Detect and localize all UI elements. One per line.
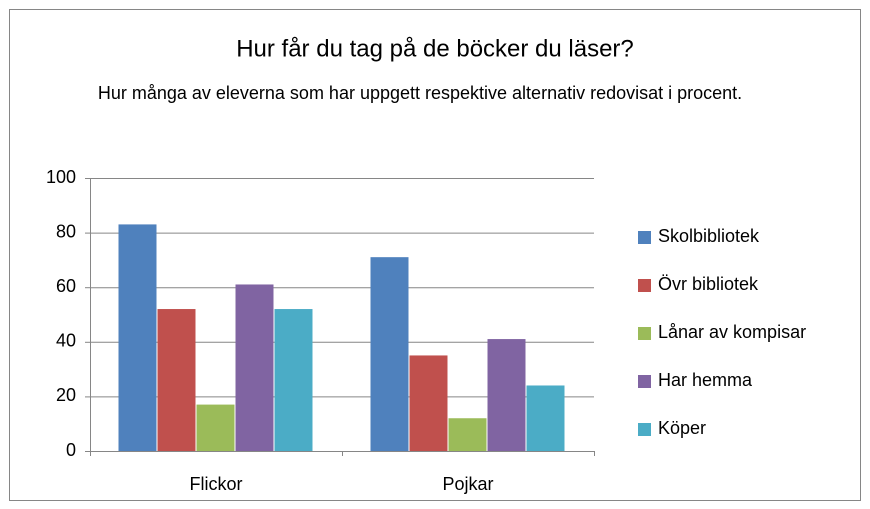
bar xyxy=(235,284,274,451)
bar xyxy=(526,385,565,451)
bar xyxy=(118,224,157,451)
chart-title: Hur får du tag på de böcker du läser? xyxy=(236,35,634,62)
legend-label: Skolbibliotek xyxy=(658,226,760,246)
legend-label: Lånar av kompisar xyxy=(658,322,806,342)
bar xyxy=(487,339,526,451)
x-tick-label: Pojkar xyxy=(442,474,493,494)
y-tick-label: 40 xyxy=(56,331,76,351)
x-tick-label: Flickor xyxy=(190,474,243,494)
y-tick-label: 20 xyxy=(56,385,76,405)
legend-swatch xyxy=(638,423,651,436)
bar xyxy=(409,355,448,451)
y-tick-label: 60 xyxy=(56,276,76,296)
legend-label: Har hemma xyxy=(658,370,753,390)
y-tick-label: 80 xyxy=(56,221,76,241)
bar xyxy=(157,309,196,451)
legend-swatch xyxy=(638,279,651,292)
bar xyxy=(196,404,235,451)
y-tick-label: 100 xyxy=(46,167,76,187)
legend-label: Köper xyxy=(658,418,706,438)
chart-subtitle: Hur många av eleverna som har uppgett re… xyxy=(97,83,743,103)
legend-swatch xyxy=(638,231,651,244)
bar xyxy=(370,257,409,451)
y-tick-label: 0 xyxy=(66,440,76,460)
bar xyxy=(448,418,487,451)
bar xyxy=(274,309,313,451)
legend-swatch xyxy=(638,375,651,388)
legend-swatch xyxy=(638,327,651,340)
legend-label: Övr bibliotek xyxy=(658,274,759,294)
